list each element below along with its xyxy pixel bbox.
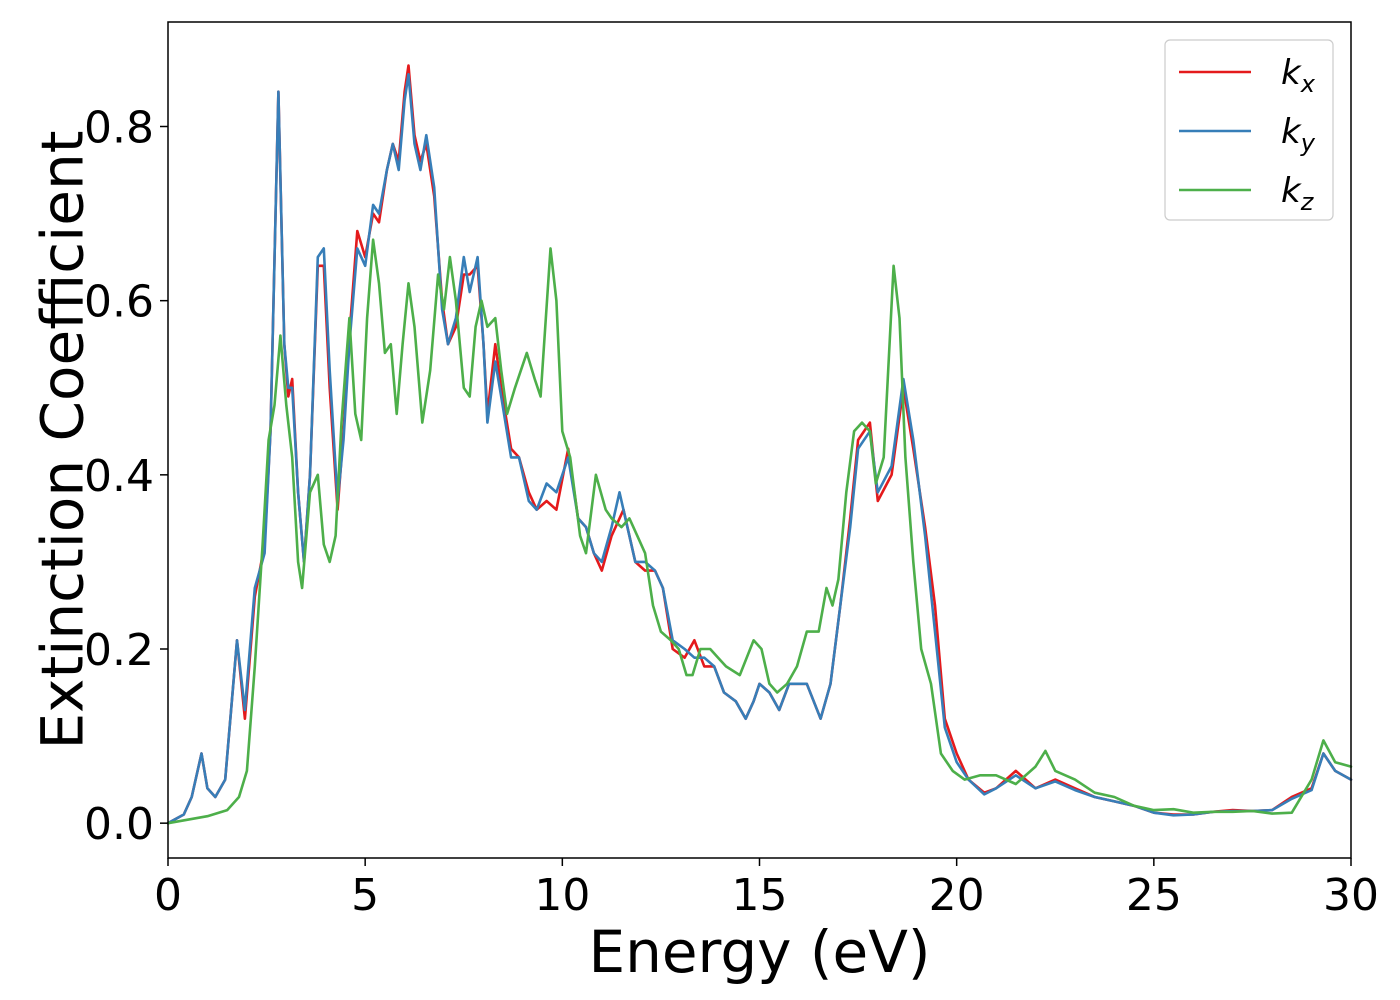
- y-tick-label: 0.2: [84, 625, 154, 676]
- y-axis-label: Extinction Coefficient: [28, 131, 96, 750]
- legend-label-x: kx: [1281, 53, 1316, 98]
- legend-label-z: kz: [1281, 171, 1315, 216]
- y-tick-label: 0.4: [84, 451, 154, 502]
- y-axis-ticks: 0.0 0.2 0.4 0.6 0.8: [84, 103, 168, 850]
- legend: kx ky kz: [1164, 39, 1334, 221]
- y-tick-label: 0.8: [84, 103, 154, 154]
- x-tick-label: 5: [351, 870, 379, 921]
- y-tick-label: 0.6: [84, 277, 154, 328]
- x-tick-label: 10: [534, 870, 590, 921]
- series-line-y: [166, 73, 1353, 825]
- plot-lines: [166, 64, 1353, 825]
- x-tick-label: 15: [732, 870, 788, 921]
- x-tick-label: 25: [1126, 870, 1182, 921]
- y-tick-label: 0.0: [84, 799, 154, 850]
- legend-label-y: ky: [1281, 112, 1316, 157]
- x-tick-label: 30: [1323, 870, 1379, 921]
- x-tick-label: 0: [154, 870, 182, 921]
- x-axis-label: Energy (eV): [588, 918, 930, 986]
- x-axis-ticks: 0 5 10 15 20 25 30: [154, 858, 1379, 921]
- x-tick-label: 20: [929, 870, 985, 921]
- series-line-z: [166, 238, 1353, 825]
